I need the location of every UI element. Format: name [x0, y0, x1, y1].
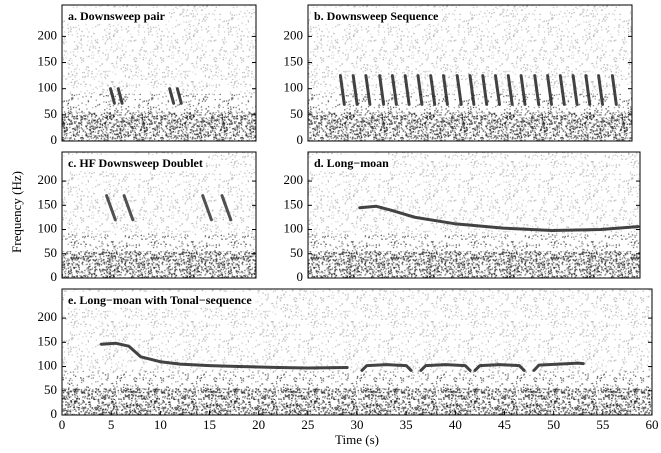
title-background	[65, 154, 206, 171]
contour	[201, 194, 213, 222]
contour	[442, 74, 449, 106]
contour	[105, 194, 117, 222]
contour	[546, 74, 553, 106]
y-axis-label: Frequency (Hz)	[9, 171, 24, 253]
y-tick-label: 200	[38, 27, 58, 42]
contour	[519, 74, 527, 106]
contour	[455, 74, 463, 106]
noise-layer	[308, 251, 640, 278]
title-background	[311, 154, 393, 171]
x-tick-label: 50	[547, 417, 560, 432]
y-tick-label: 150	[38, 333, 58, 348]
contour	[494, 74, 501, 106]
panel-title: c. HF Downsweep Doublet	[68, 156, 203, 170]
contour	[416, 74, 424, 106]
contour	[473, 363, 526, 372]
title-background	[65, 291, 256, 308]
contour	[378, 74, 386, 106]
noise-layer	[62, 112, 256, 141]
y-tick-label: 200	[284, 27, 304, 42]
x-tick-label: 20	[252, 417, 265, 432]
contour	[571, 74, 579, 106]
panel-frame	[307, 4, 633, 142]
y-tick-label: 100	[284, 80, 304, 95]
y-tick-label: 200	[38, 172, 58, 187]
panel-title: a. Downsweep pair	[68, 9, 166, 23]
x-tick-label: 30	[351, 417, 364, 432]
y-tick-label: 150	[284, 54, 304, 69]
panel-title: b. Downsweep Sequence	[314, 9, 439, 23]
noise-layer	[308, 112, 632, 141]
panel-frame	[61, 4, 257, 142]
y-tick-label: 100	[38, 221, 58, 236]
contour	[351, 74, 359, 106]
contour	[360, 363, 413, 372]
contour	[506, 74, 514, 106]
contour	[532, 361, 585, 372]
y-tick-label: 0	[51, 132, 58, 147]
x-tick-label: 45	[498, 417, 511, 432]
contour	[175, 87, 183, 105]
contour	[220, 194, 233, 222]
y-tick-label: 100	[38, 358, 58, 373]
y-tick-label: 200	[38, 309, 58, 324]
x-tick-label: 55	[596, 417, 609, 432]
y-tick-label: 50	[44, 382, 57, 397]
contour	[99, 341, 349, 370]
contour	[338, 74, 346, 106]
y-tick-label: 0	[51, 269, 58, 284]
contour	[468, 74, 476, 106]
noise-layer	[62, 388, 652, 415]
contour	[429, 74, 437, 106]
x-tick-label: 25	[301, 417, 314, 432]
panel-title: e. Long−moan with Tonal−sequence	[68, 293, 252, 307]
contour	[558, 74, 566, 106]
contour	[390, 74, 398, 106]
contour	[403, 74, 411, 106]
y-tick-label: 50	[44, 245, 57, 260]
x-tick-label: 5	[108, 417, 115, 432]
y-tick-label: 200	[284, 172, 304, 187]
contour	[597, 74, 604, 106]
x-axis-label: Time (s)	[335, 432, 379, 447]
y-tick-label: 150	[38, 196, 58, 211]
contour	[364, 74, 372, 106]
noise-layer	[62, 251, 256, 278]
y-tick-label: 0	[51, 406, 58, 421]
contour	[533, 74, 541, 106]
y-tick-label: 50	[290, 106, 303, 121]
contour	[109, 87, 116, 105]
panel-title: d. Long−moan	[314, 156, 389, 170]
x-tick-label: 0	[59, 417, 66, 432]
contour	[610, 74, 618, 106]
contour	[584, 74, 592, 106]
title-background	[65, 7, 169, 24]
contour	[481, 74, 489, 106]
x-tick-label: 40	[449, 417, 462, 432]
panel-frame	[61, 151, 257, 279]
y-tick-label: 100	[284, 221, 304, 236]
y-tick-label: 50	[44, 106, 57, 121]
y-tick-label: 0	[297, 269, 304, 284]
y-tick-label: 150	[284, 196, 304, 211]
contour	[122, 194, 135, 222]
title-background	[311, 7, 443, 24]
x-tick-label: 60	[646, 417, 659, 432]
y-tick-label: 150	[38, 54, 58, 69]
x-tick-label: 15	[203, 417, 216, 432]
y-tick-label: 0	[297, 132, 304, 147]
y-tick-label: 100	[38, 80, 58, 95]
contour	[358, 204, 640, 232]
contour	[116, 87, 124, 105]
x-tick-label: 35	[400, 417, 413, 432]
contour	[168, 87, 176, 105]
panel-frame	[307, 151, 641, 279]
x-tick-label: 10	[154, 417, 167, 432]
y-tick-label: 50	[290, 245, 303, 260]
contour	[419, 363, 472, 372]
